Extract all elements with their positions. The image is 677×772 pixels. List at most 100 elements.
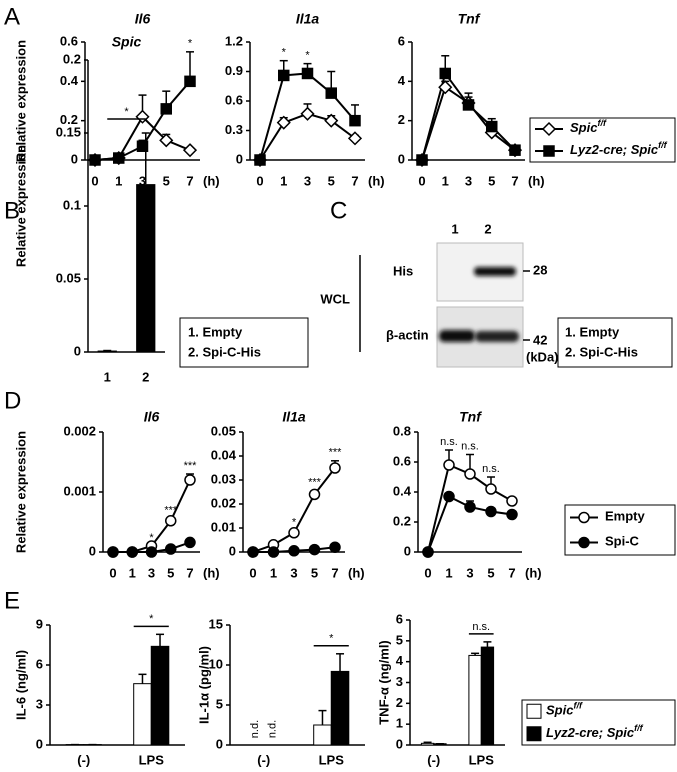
legend-text: 2. Spi-C-His — [565, 344, 638, 359]
significance-label: n.s. — [472, 621, 490, 633]
data-point — [329, 462, 341, 474]
y-tick-label: 0.8 — [393, 423, 411, 438]
x-tick-label: 3 — [148, 565, 155, 580]
size-label: 42 — [533, 332, 547, 347]
data-point — [184, 474, 196, 486]
significance-label: n.s. — [440, 436, 458, 448]
y-axis-label: Relative expression — [13, 431, 28, 553]
x-tick-label: 1 — [442, 173, 449, 188]
bar — [420, 742, 435, 746]
x-tick-label: 2 — [142, 369, 149, 384]
y-tick-label: 4 — [398, 73, 406, 88]
panel-label: E — [4, 587, 20, 614]
x-tick-label: 7 — [331, 565, 338, 580]
y-axis-label: IL-1α (pg/ml) — [196, 646, 211, 724]
legend-label: Spi-C — [605, 534, 640, 549]
data-point — [182, 143, 198, 158]
blot-band — [439, 330, 475, 342]
data-point — [329, 541, 341, 553]
data-point — [254, 154, 266, 166]
x-tick-label: (-) — [427, 752, 440, 767]
bar — [480, 646, 495, 746]
x-unit-label: (h) — [348, 565, 365, 580]
lane-label: 2 — [484, 221, 491, 236]
y-tick-label: 0 — [229, 543, 236, 558]
data-point — [165, 515, 177, 527]
data-point — [267, 546, 280, 558]
legend-name: Lyz2-cre; Spic — [546, 725, 635, 740]
significance-label: *** — [164, 504, 178, 516]
legend-name: Spi-C — [605, 534, 640, 549]
blot-band — [474, 267, 516, 276]
x-tick-label: 5 — [163, 173, 170, 188]
chart-title: Il1a — [282, 409, 306, 425]
x-tick-label: 7 — [511, 173, 518, 188]
legend-box — [557, 317, 673, 368]
data-point — [485, 483, 497, 495]
legend-marker — [578, 536, 590, 549]
y-tick-label: 9 — [36, 616, 43, 631]
x-tick-label: 3 — [465, 173, 472, 188]
significance-label: * — [188, 38, 193, 50]
legend-label: Spicf/f — [546, 701, 583, 718]
data-point — [159, 133, 174, 148]
y-tick-label: 0.15 — [56, 124, 81, 139]
legend-text: 2. Spi-C-His — [188, 344, 261, 359]
x-tick-label: 1 — [445, 565, 452, 580]
y-tick-label: 0.4 — [393, 483, 412, 498]
panel-label: C — [330, 197, 347, 224]
y-tick-label: 0.03 — [211, 471, 236, 486]
legend-superscript: f/f — [597, 118, 606, 128]
x-tick-label: 0 — [109, 565, 116, 580]
y-tick-label: 4 — [396, 653, 404, 668]
legend-text: 1. Empty — [188, 324, 243, 339]
y-tick-label: 0.6 — [225, 92, 243, 107]
data-point — [464, 468, 476, 480]
y-tick-label: 0.3 — [225, 122, 243, 137]
blot-row-label: β-actin — [386, 327, 429, 342]
y-tick-label: 15 — [209, 616, 223, 631]
y-tick-label: 0.2 — [63, 51, 81, 66]
significance-label: *** — [184, 460, 198, 472]
chart-title: Tnf — [459, 409, 482, 425]
y-tick-label: 0 — [216, 736, 223, 751]
data-point — [136, 140, 149, 152]
x-tick-label: 1 — [115, 173, 122, 188]
y-tick-label: 0 — [398, 151, 405, 166]
significance-label: * — [329, 633, 334, 645]
y-tick-label: 0.2 — [393, 513, 411, 528]
x-tick-label: (-) — [77, 752, 90, 767]
panel-label: B — [4, 197, 20, 224]
y-axis-label: IL-6 (ng/ml) — [13, 650, 28, 720]
x-tick-label: 0 — [424, 565, 431, 580]
data-point — [308, 543, 321, 556]
y-tick-label: 0 — [396, 736, 403, 751]
chart-title: Spic — [112, 34, 142, 50]
y-tick-label: 0.05 — [56, 270, 81, 285]
data-point — [300, 106, 315, 121]
legend-marker — [541, 121, 557, 137]
data-point — [485, 505, 497, 518]
size-label: 28 — [533, 262, 547, 277]
y-tick-label: 2 — [398, 112, 405, 127]
data-point — [184, 536, 196, 549]
data-point — [443, 459, 455, 471]
x-tick-label: 3 — [304, 173, 311, 188]
x-tick-label: 5 — [167, 565, 174, 580]
x-tick-label: 0 — [256, 173, 263, 188]
y-tick-label: 6 — [396, 611, 403, 626]
y-tick-label: 2 — [396, 695, 403, 710]
y-tick-label: 6 — [36, 656, 43, 671]
data-point — [301, 67, 314, 80]
data-point — [160, 103, 172, 115]
data-point — [126, 546, 138, 558]
legend-swatch — [526, 703, 542, 719]
data-point — [439, 67, 451, 80]
series-line — [252, 467, 336, 553]
legend-box — [521, 699, 676, 746]
legend-superscript: f/f — [634, 723, 643, 733]
x-tick-label: 1 — [270, 565, 277, 580]
value-label: n.d. — [249, 720, 261, 738]
y-tick-label: 0.1 — [63, 197, 81, 212]
